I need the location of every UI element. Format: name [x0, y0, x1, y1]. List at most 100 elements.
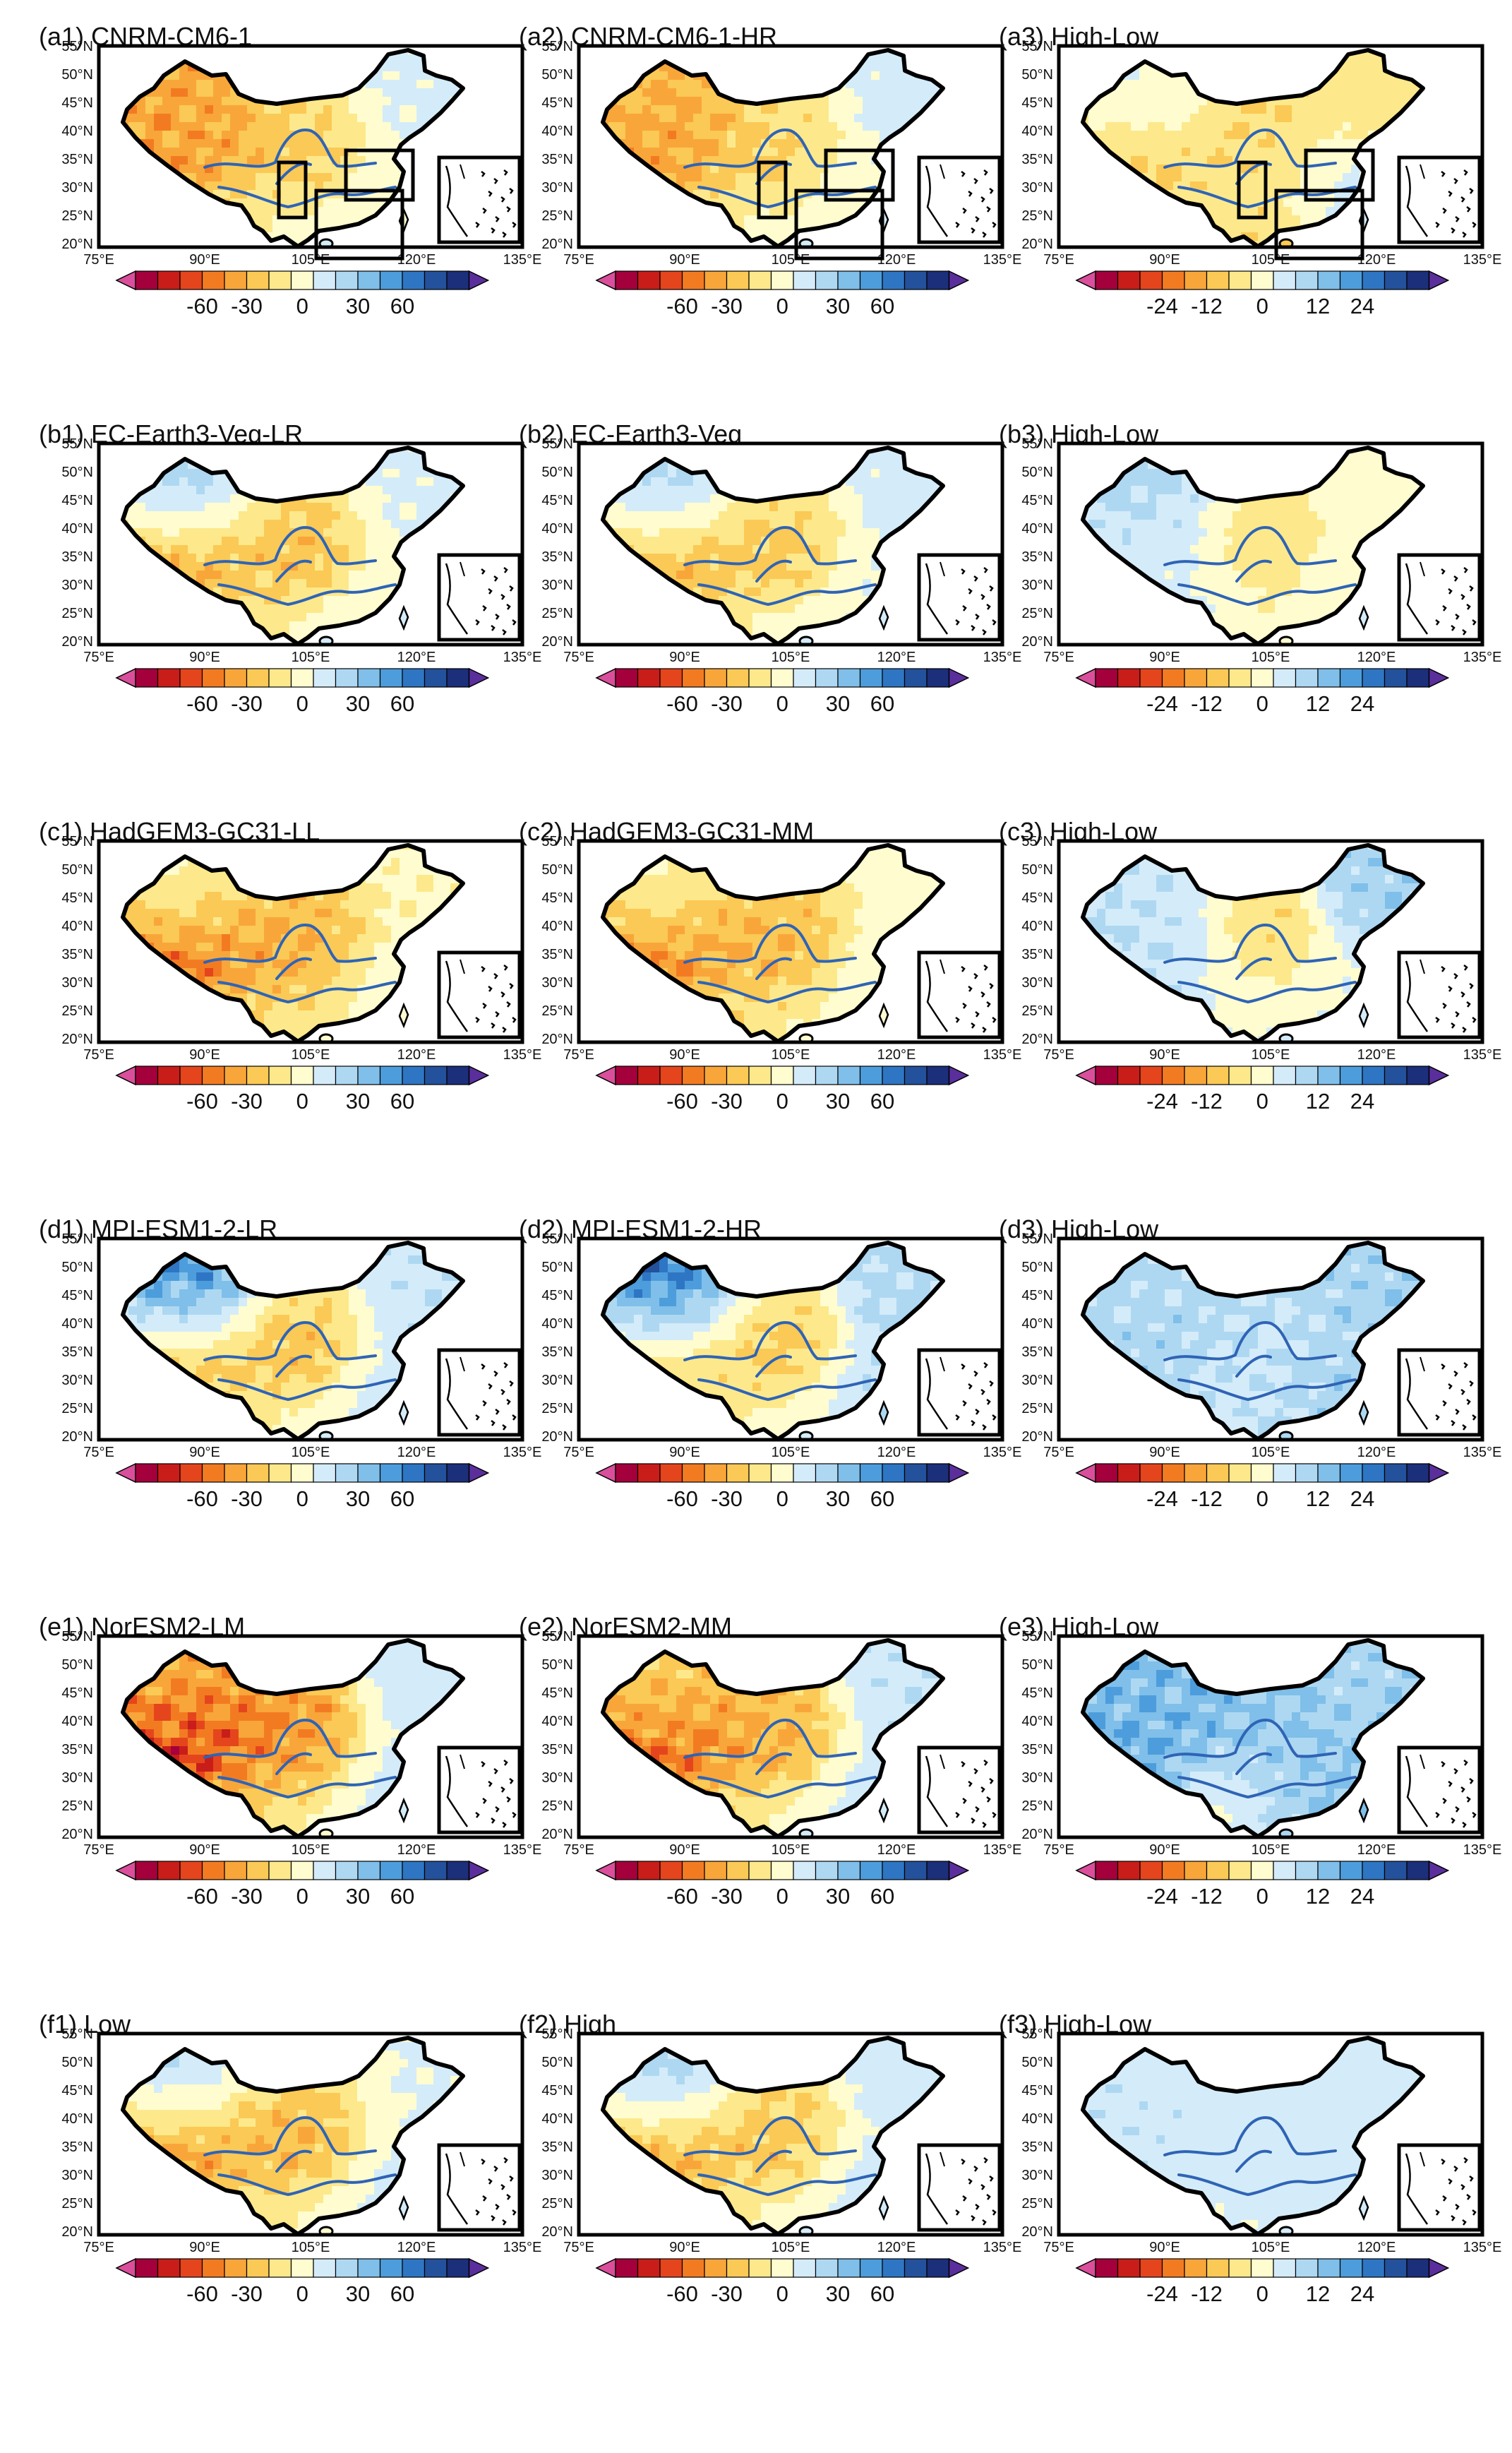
colorbar-label: 0	[296, 2281, 308, 2306]
latitude-tick-label: 50°N	[61, 465, 93, 480]
latitude-tick-label: 40°N	[61, 1316, 93, 1332]
river-line	[203, 924, 377, 964]
longitude-tick-label: 120°E	[877, 252, 916, 268]
colorbar-label: 12	[1306, 1089, 1330, 1114]
colorbar-segment	[1228, 270, 1252, 290]
colorbar-segment	[926, 668, 950, 688]
colorbar-segment	[793, 270, 817, 290]
study-area-box	[1237, 160, 1268, 220]
colorbar: -60 -30 0 30 60	[595, 1462, 970, 1511]
colorbar-segment	[1362, 1861, 1386, 1880]
colorbar-segment	[424, 668, 448, 688]
map-frame	[577, 2031, 1004, 2237]
colorbar-segment	[1295, 668, 1319, 688]
colorbar-segment	[615, 2258, 639, 2278]
longitude-tick-label: 120°E	[1357, 2240, 1396, 2255]
river-line	[683, 1321, 857, 1361]
colorbar: -60 -30 0 30 60	[115, 2257, 490, 2306]
latitude-tick-label: 40°N	[541, 1316, 573, 1332]
south-china-sea-inset	[437, 950, 522, 1039]
latitude-tick-label: 30°N	[1021, 975, 1053, 991]
map-frame	[577, 839, 1004, 1044]
colorbar-segment	[290, 1066, 314, 1085]
colorbar-label: 12	[1306, 691, 1330, 716]
map-panel: (f2) High55°N50°N45°N40°N35°N30°N25°N20°…	[519, 2010, 1021, 2306]
colorbar-segment	[179, 668, 203, 688]
colorbar-max-triangle	[468, 270, 490, 291]
taiwan-island	[398, 2195, 409, 2221]
colorbar-segment	[246, 1066, 270, 1085]
south-china-sea-inset	[917, 2143, 1002, 2232]
colorbar-min-triangle	[595, 1860, 616, 1881]
colorbar-segment	[1406, 1463, 1430, 1483]
latitude-tick-label: 45°N	[541, 2083, 573, 2099]
colorbar-label: 30	[346, 1884, 370, 1909]
longitude-tick-label: 105°E	[772, 2240, 810, 2255]
colorbar-segment	[135, 1861, 159, 1880]
colorbar-segment	[335, 1066, 359, 1085]
colorbar-segment	[201, 2258, 225, 2278]
latitude-tick-label: 55°N	[1021, 39, 1053, 54]
colorbar-segment	[1406, 668, 1430, 688]
colorbar-segment	[424, 1066, 448, 1085]
colorbar-label: 0	[1256, 1884, 1268, 1909]
latitude-tick-label: 40°N	[61, 1714, 93, 1729]
colorbar-label: 60	[870, 1089, 894, 1114]
colorbar-segment	[859, 1066, 883, 1085]
colorbar-label: 0	[1256, 691, 1268, 716]
map-frame	[1057, 839, 1484, 1044]
longitude-tick-label: 75°E	[563, 2240, 594, 2255]
colorbar-segment	[1406, 1861, 1430, 1880]
colorbar-label: 30	[346, 1089, 370, 1114]
river-line	[755, 1354, 792, 1378]
latitude-tick-label: 35°N	[1021, 2139, 1053, 2155]
map-frame	[97, 1634, 524, 1839]
longitude-tick-label: 90°E	[189, 2240, 220, 2255]
longitude-tick-label: 90°E	[669, 252, 700, 268]
longitude-tick-label: 120°E	[397, 1842, 436, 1858]
colorbar-segment	[157, 668, 181, 688]
south-china-sea-inset	[1397, 1348, 1482, 1437]
colorbar-segment	[379, 1463, 403, 1483]
latitude-tick-label: 35°N	[541, 947, 573, 962]
longitude-tick-label: 105°E	[772, 650, 810, 665]
colorbar-segment	[1206, 668, 1230, 688]
latitude-tick-label: 40°N	[1021, 124, 1053, 139]
colorbar-label: 30	[346, 691, 370, 716]
colorbar-min-triangle	[1075, 667, 1096, 688]
colorbar-segment	[1317, 668, 1341, 688]
colorbar-max-triangle	[1428, 1462, 1450, 1484]
colorbar-segment	[402, 1463, 426, 1483]
colorbar-segment	[179, 270, 203, 290]
colorbar-label: 24	[1350, 294, 1374, 318]
latitude-tick-label: 40°N	[1021, 1714, 1053, 1729]
map-panel: (e2) NorESM2-MM55°N50°N45°N40°N35°N30°N2…	[519, 1612, 1021, 1909]
colorbar-segment	[681, 2258, 705, 2278]
study-area-box	[757, 160, 788, 220]
colorbar-label: 60	[390, 1884, 414, 1909]
colorbar-segment	[1161, 1066, 1185, 1085]
colorbar-max-triangle	[1428, 270, 1450, 291]
colorbar-segment	[681, 1066, 705, 1085]
river-line	[755, 2149, 792, 2173]
map-frame	[577, 1634, 1004, 1839]
colorbar-max-triangle	[1428, 667, 1450, 688]
colorbar-segment	[1184, 1861, 1208, 1880]
colorbar-label: 0	[776, 294, 788, 318]
longitude-tick-label: 135°E	[503, 1842, 542, 1858]
colorbar-segment	[1362, 1066, 1386, 1085]
river-line	[203, 526, 377, 566]
colorbar-label: -30	[711, 2281, 743, 2306]
colorbar-segment	[402, 1861, 426, 1880]
longitude-tick-label: 75°E	[1043, 252, 1074, 268]
colorbar: -24 -12 0 12 24	[1075, 667, 1450, 716]
colorbar-label: 30	[826, 1089, 850, 1114]
colorbar-segment	[1117, 1463, 1141, 1483]
colorbar-segment	[357, 1861, 381, 1880]
river-line	[755, 1752, 792, 1775]
colorbar-label: -30	[231, 1089, 263, 1114]
colorbar-segment	[135, 668, 159, 688]
latitude-tick-label: 45°N	[541, 1288, 573, 1303]
river-line	[1163, 924, 1337, 964]
taiwan-island	[398, 1797, 409, 1824]
